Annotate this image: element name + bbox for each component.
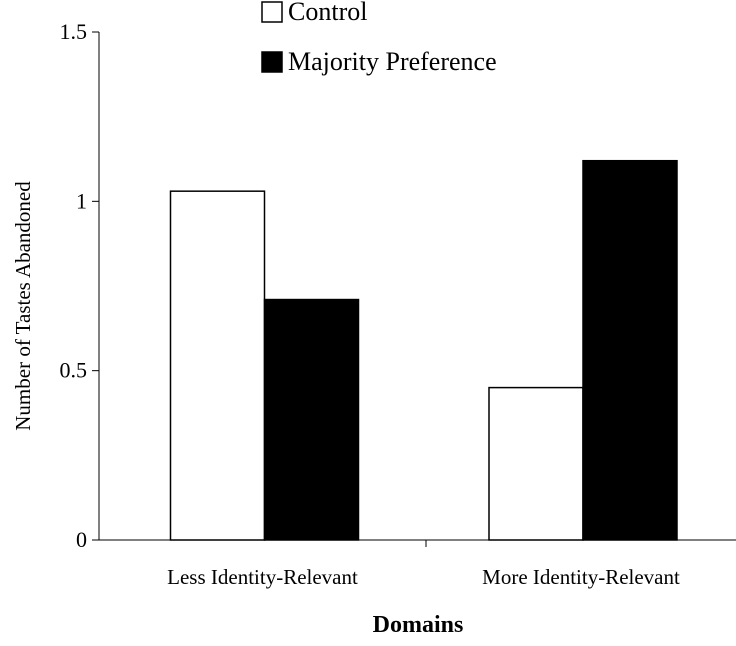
legend-label: Control (288, 0, 367, 26)
x-category-label: More Identity-Relevant (482, 565, 680, 589)
x-axis-title: Domains (373, 612, 464, 638)
bar-control (488, 386, 584, 541)
y-tick-label: 0 (76, 527, 87, 552)
legend-swatch-control (261, 1, 283, 23)
y-axis-title: Number of Tastes Abandoned (11, 181, 35, 431)
legend-label: Majority Preference (288, 47, 497, 76)
bar-majority-preference (263, 298, 360, 541)
bars-layer (169, 159, 678, 541)
legend-swatch-majority-preference (261, 51, 283, 73)
labels-layer: 0 0.5 1 1.5 Less Identity-Relevant More Ident… (11, 19, 680, 638)
bar-majority-preference (582, 159, 678, 541)
bar-control (169, 190, 266, 541)
y-tick-label: 0.5 (60, 358, 88, 383)
x-category-label: Less Identity-Relevant (167, 565, 358, 589)
y-tick-label: 1.5 (60, 19, 88, 44)
legend: Control Majority Preference (261, 0, 497, 76)
y-tick-label: 1 (76, 188, 87, 213)
